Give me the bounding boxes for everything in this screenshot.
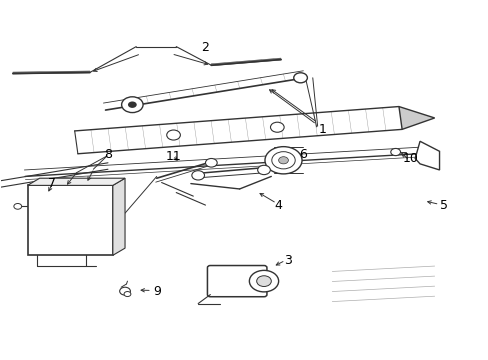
Text: 10: 10 bbox=[402, 152, 417, 165]
Circle shape bbox=[257, 165, 270, 175]
FancyBboxPatch shape bbox=[27, 185, 113, 255]
Circle shape bbox=[191, 171, 204, 180]
Text: 11: 11 bbox=[165, 150, 182, 163]
Circle shape bbox=[120, 287, 130, 295]
Text: 2: 2 bbox=[201, 41, 209, 54]
Circle shape bbox=[122, 97, 143, 113]
Text: 8: 8 bbox=[104, 148, 112, 161]
FancyBboxPatch shape bbox=[207, 266, 266, 297]
Text: 3: 3 bbox=[284, 254, 292, 267]
Circle shape bbox=[166, 130, 180, 140]
Circle shape bbox=[249, 270, 278, 292]
Circle shape bbox=[128, 102, 137, 108]
Circle shape bbox=[278, 157, 288, 164]
Text: 6: 6 bbox=[299, 148, 306, 161]
Text: 5: 5 bbox=[440, 199, 447, 212]
Circle shape bbox=[270, 122, 284, 132]
Circle shape bbox=[124, 292, 131, 297]
Circle shape bbox=[264, 147, 302, 174]
Circle shape bbox=[390, 148, 400, 156]
Polygon shape bbox=[414, 141, 439, 170]
Text: 1: 1 bbox=[318, 123, 326, 136]
Circle shape bbox=[256, 276, 271, 287]
Polygon shape bbox=[398, 107, 434, 129]
Polygon shape bbox=[27, 178, 125, 185]
Text: 4: 4 bbox=[274, 199, 282, 212]
Text: 7: 7 bbox=[48, 177, 56, 190]
Text: 9: 9 bbox=[152, 285, 161, 298]
Circle shape bbox=[205, 158, 217, 167]
Circle shape bbox=[14, 203, 21, 209]
Circle shape bbox=[293, 73, 307, 83]
Circle shape bbox=[271, 152, 295, 169]
Polygon shape bbox=[113, 178, 125, 255]
